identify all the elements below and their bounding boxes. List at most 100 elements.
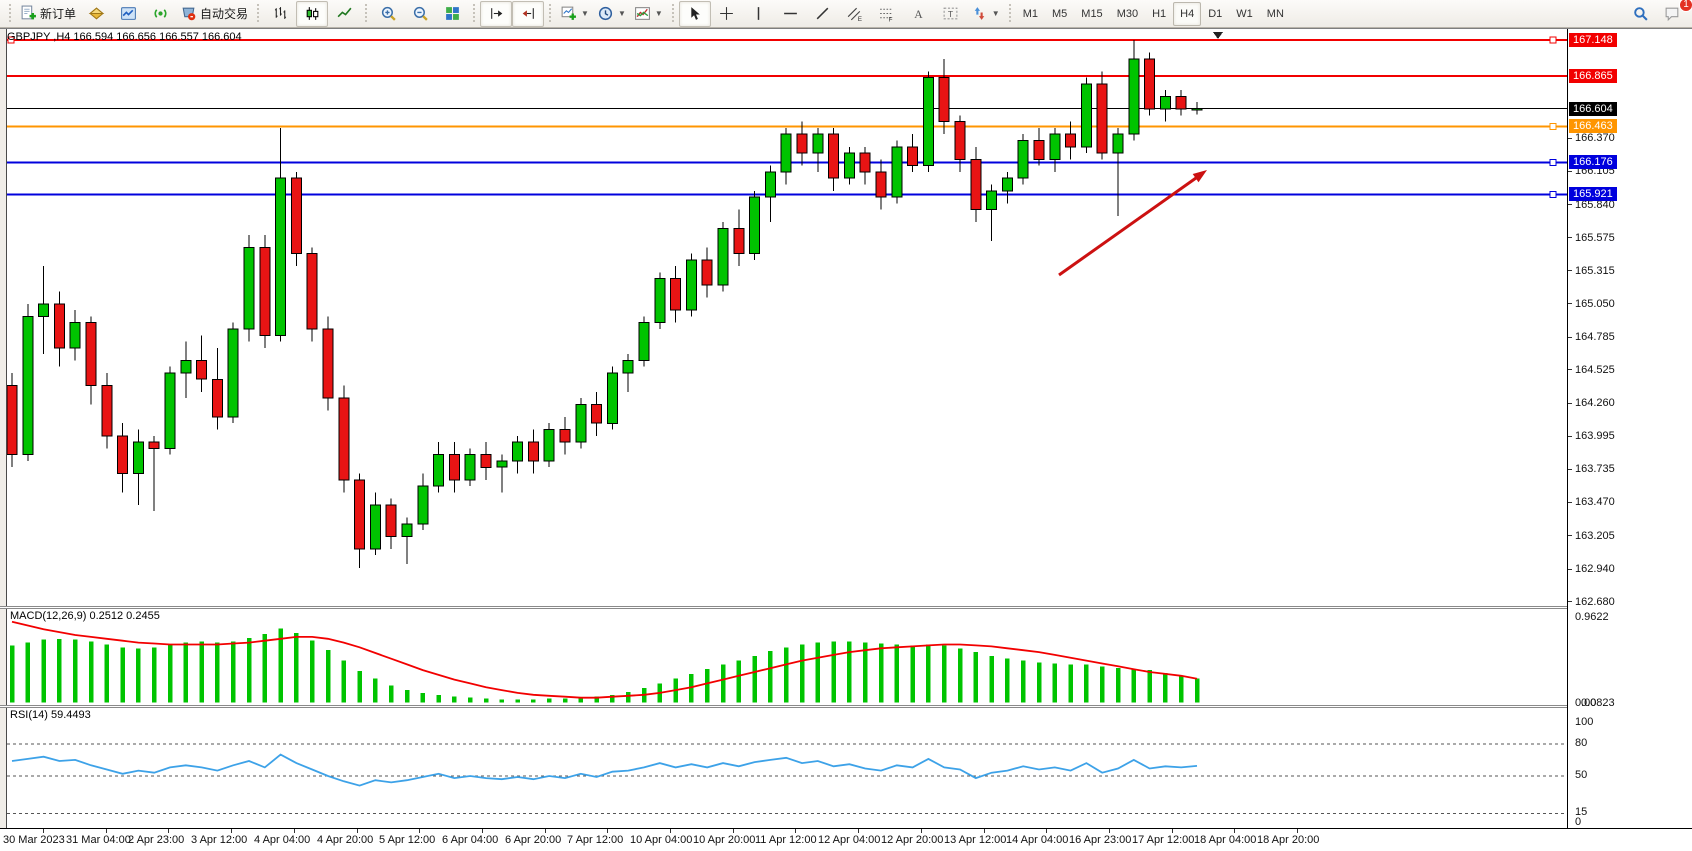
new-chart-caret-icon[interactable]: ▼ <box>581 9 589 18</box>
arrows-caret-icon[interactable]: ▼ <box>991 9 1000 18</box>
candle-body <box>101 385 113 437</box>
price-tick-label: 163.995 <box>1575 430 1615 442</box>
time-tick-label: 10 Apr 20:00 <box>693 834 756 846</box>
timeframe-m5-button[interactable]: M5 <box>1052 7 1068 20</box>
time-tick-mark <box>106 829 107 833</box>
svg-text:E: E <box>858 16 862 22</box>
macd-histogram-bar <box>626 692 631 703</box>
text-label-button[interactable]: T <box>935 1 967 27</box>
trend-arrow-annotation[interactable] <box>1058 170 1207 277</box>
candle-body <box>22 315 34 456</box>
macd-histogram-bar <box>578 697 584 703</box>
timeframe-w1-button[interactable]: W1 <box>1236 7 1253 20</box>
macd-histogram-bar <box>294 633 299 703</box>
crosshair-button[interactable] <box>711 1 743 27</box>
indicators-button[interactable]: ▼ <box>630 1 667 27</box>
toolbar-grip[interactable] <box>7 3 13 24</box>
indicators-caret-icon[interactable]: ▼ <box>654 9 663 18</box>
time-tick-mark <box>1172 829 1173 833</box>
text-label-icon: T <box>942 5 959 22</box>
cursor-button[interactable] <box>678 0 711 27</box>
line-handle[interactable] <box>1549 122 1557 130</box>
timeframe-m1-button[interactable]: M1 <box>1022 7 1038 20</box>
chat-icon <box>1664 5 1681 22</box>
macd-histogram-bar <box>720 664 726 703</box>
timeframe-m15-button[interactable]: M15 <box>1081 7 1103 20</box>
main-chart-canvas[interactable] <box>7 29 1567 606</box>
bar-chart-mode-icon <box>272 5 289 22</box>
macd-histogram-bar <box>878 643 884 703</box>
arrows-icon <box>971 5 988 22</box>
arrows-button[interactable]: ▼ <box>967 1 1004 27</box>
macd-histogram-bar <box>799 644 805 703</box>
timeframe-h4-button[interactable]: H4 <box>1173 1 1202 26</box>
candle-body <box>733 228 745 255</box>
line-handle[interactable] <box>1549 36 1557 44</box>
price-tick-label: 164.260 <box>1575 397 1615 409</box>
price-tick-label: 163.735 <box>1575 463 1615 475</box>
candlestick-mode-button[interactable] <box>296 0 329 27</box>
toolbar-grip[interactable] <box>1006 3 1013 24</box>
candle-body <box>132 441 144 475</box>
market-watch-button[interactable] <box>80 1 112 27</box>
toolbar-grip[interactable] <box>669 3 676 24</box>
new-chart-button[interactable]: ▼ <box>556 1 593 27</box>
macd-histogram-bar <box>373 678 378 703</box>
bar-chart-mode-button[interactable] <box>264 1 296 27</box>
pane-separator-rsi[interactable] <box>0 705 1692 708</box>
price-tick-mark <box>1568 601 1572 602</box>
toolbar-grip[interactable] <box>547 3 554 24</box>
candle-body <box>512 441 524 462</box>
chat-button[interactable]: 1 <box>1656 0 1692 27</box>
price-tick-mark <box>1568 569 1572 570</box>
macd-histogram-bar <box>547 698 552 703</box>
rsi-pane-canvas[interactable] <box>7 708 1567 828</box>
new-order-button[interactable]: 新订单 <box>16 1 80 27</box>
fibonacci-button[interactable]: F <box>871 1 903 27</box>
macd-histogram-bar <box>1084 664 1089 703</box>
vertical-line-button[interactable] <box>743 1 775 27</box>
market-watch-icon <box>88 5 105 22</box>
toolbar-grip[interactable] <box>471 3 478 24</box>
price-axis[interactable]: 166.370 166.105 165.840 165.575 165.315 165.0… <box>1567 29 1692 828</box>
time-tick-label: 31 Mar 04:00 <box>66 834 131 846</box>
equidistant-channel-button[interactable]: E <box>839 1 871 27</box>
chart-shift-button[interactable] <box>512 0 545 27</box>
price-tick-label: 164.525 <box>1575 364 1615 376</box>
macd-histogram-bar <box>515 699 520 703</box>
chart-window-button[interactable] <box>112 1 144 27</box>
candle-body <box>780 133 792 173</box>
timeframe-m30-button[interactable]: M30 <box>1116 7 1139 20</box>
candle-body <box>385 504 397 537</box>
tile-windows-button[interactable] <box>436 1 468 27</box>
macd-pane-canvas[interactable] <box>7 609 1567 705</box>
line-handle[interactable] <box>1549 190 1557 198</box>
macd-histogram-bar <box>847 641 852 703</box>
toolbar-grip[interactable] <box>363 3 370 24</box>
auto-scroll-button[interactable] <box>480 0 513 27</box>
timeframe-h1-button[interactable]: H1 <box>1152 7 1167 20</box>
candle-body <box>85 322 97 387</box>
price-tick-label: 165.575 <box>1575 232 1615 244</box>
auto-trading-button[interactable]: 自动交易 <box>176 1 252 27</box>
line-handle[interactable] <box>7 36 15 44</box>
timeframe-d1-button[interactable]: D1 <box>1208 7 1223 20</box>
zoom-in-button[interactable] <box>372 1 404 27</box>
text-button[interactable]: A <box>903 1 935 27</box>
timeframe-mn-button[interactable]: MN <box>1266 7 1284 20</box>
periods-button[interactable]: ▼ <box>593 1 630 27</box>
trend-line-button[interactable] <box>807 1 839 27</box>
time-axis[interactable]: 30 Mar 2023 31 Mar 04:00 2 Apr 23:00 3 Apr … <box>0 828 1692 851</box>
toolbar-grip[interactable] <box>255 3 262 24</box>
line-chart-mode-button[interactable] <box>328 1 360 27</box>
search-button[interactable] <box>1624 1 1656 27</box>
periods-caret-icon[interactable]: ▼ <box>617 9 626 18</box>
time-tick-mark <box>1297 829 1298 833</box>
rsi-scale-80: 80 <box>1575 737 1588 749</box>
zoom-out-button[interactable] <box>404 1 436 27</box>
line-handle[interactable] <box>1549 158 1557 166</box>
horizontal-line-button[interactable] <box>775 1 807 27</box>
signals-button[interactable] <box>144 1 176 27</box>
pane-separator-macd[interactable] <box>0 606 1692 609</box>
macd-histogram-bar <box>341 660 347 703</box>
